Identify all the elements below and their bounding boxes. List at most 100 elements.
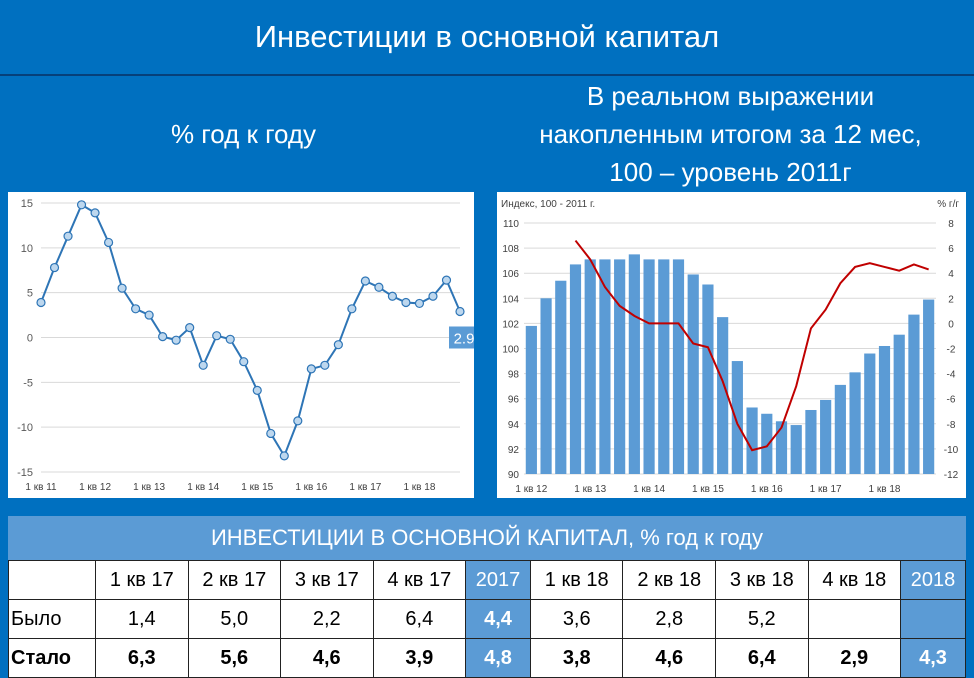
bar: [834, 384, 846, 474]
bar: [643, 259, 655, 474]
table-cell-year: 4,3: [900, 638, 966, 678]
data-point: [185, 323, 195, 333]
data-point: [212, 331, 222, 341]
y-tick-label: 5: [27, 288, 33, 300]
data-point: [144, 310, 154, 320]
growth-line: [574, 239, 929, 452]
bar: [569, 264, 582, 474]
bar: [849, 372, 861, 474]
right-tick-label: -10: [944, 445, 959, 456]
bar: [614, 259, 626, 474]
table-cell: 4,6: [280, 638, 374, 678]
x-tick-label: 1 кв 15: [692, 484, 724, 495]
data-point: [401, 297, 411, 308]
bar: [746, 407, 758, 474]
right-tick-label: -6: [947, 395, 956, 406]
x-tick-label: 1 кв 16: [751, 484, 783, 495]
bar: [893, 334, 905, 474]
data-point: [293, 416, 303, 426]
right-tick-label: 8: [948, 219, 954, 230]
bar: [820, 399, 832, 474]
left-tick-label: 108: [502, 244, 519, 255]
right-tick-label: -4: [947, 370, 956, 381]
table-cell: 2,2: [280, 599, 374, 639]
right-tick-label: -12: [944, 470, 959, 481]
y-tick-label: -15: [17, 467, 33, 479]
header-cell-year: 2017: [465, 560, 531, 600]
table-cell: 6,4: [372, 599, 467, 639]
data-point: [131, 304, 141, 314]
table-cell: 5,0: [187, 599, 282, 639]
bar: [805, 409, 817, 474]
x-tick-label: 1 кв 12: [515, 484, 547, 495]
header-cell: 4 кв 18: [807, 560, 902, 600]
bar: [923, 299, 935, 474]
bar: [717, 317, 729, 474]
investment-table: ИНВЕСТИЦИИ В ОСНОВНОЙ КАПИТАЛ, % год к г…: [8, 516, 966, 678]
y-tick-label: -5: [23, 377, 33, 389]
bar: [540, 298, 552, 474]
table-header-row: 1 кв 17 2 кв 17 3 кв 17 4 кв 17 2017 1 к…: [8, 560, 966, 600]
table-cell-year: [900, 599, 966, 639]
data-point: [320, 360, 330, 370]
left-line-chart: 15 10 5 0 -5 -10 -15 1 кв 11 1 кв 12 1 кв 13 1 кв …: [17, 198, 479, 493]
last-value-label: 2.9: [454, 330, 474, 347]
x-tick-label: 1 кв 18: [869, 484, 901, 495]
left-axis-title: Индекс, 100 - 2011 г.: [501, 199, 595, 210]
x-tick-label: 1 кв 17: [349, 482, 381, 493]
row-label: Стало: [8, 638, 96, 678]
data-point: [76, 200, 87, 210]
right-tick-label: -8: [947, 420, 956, 431]
left-tick-label: 92: [508, 445, 520, 456]
y-tick-label: 0: [27, 333, 33, 345]
data-point: [158, 332, 168, 342]
y-tick-label: 15: [21, 198, 33, 210]
data-point: [333, 340, 343, 350]
bar: [790, 425, 802, 474]
right-tick-label: 4: [948, 269, 954, 280]
table-title: ИНВЕСТИЦИИ В ОСНОВНОЙ КАПИТАЛ, % год к г…: [8, 516, 966, 560]
data-point: [374, 282, 384, 292]
header-cell: 2 кв 18: [622, 560, 716, 600]
data-point: [414, 298, 425, 309]
data-point: [171, 335, 181, 345]
data-point: [225, 334, 235, 344]
table-cell: 6,3: [95, 638, 189, 678]
data-point: [387, 291, 398, 301]
data-point: [103, 237, 114, 248]
table-cell: 1,4: [95, 599, 189, 639]
data-point: [49, 262, 60, 273]
right-tick-label: 6: [948, 244, 954, 255]
table-row-stalo: Стало 6,3 5,6 4,6 3,9 4,8 3,8 4,6 6,4 2,…: [8, 638, 966, 678]
right-subtitle-line-3: 100 – уровень 2011г: [609, 157, 852, 187]
x-tick-label: 1 кв 11: [25, 482, 57, 493]
table-cell: 5,6: [187, 638, 282, 678]
header-cell-empty: [8, 560, 96, 600]
data-point: [198, 360, 208, 370]
table-cell: 2,9: [807, 638, 902, 678]
right-tick-label: 0: [948, 319, 954, 330]
table-cell: 2,8: [622, 599, 716, 639]
x-tick-label: 1 кв 18: [403, 482, 435, 493]
header-cell: 1 кв 18: [529, 560, 624, 600]
data-table: 1 кв 17 2 кв 17 3 кв 17 4 кв 17 2017 1 к…: [8, 560, 966, 678]
table-cell: 3,8: [529, 638, 624, 678]
bar: [687, 274, 699, 474]
table-cell: 4,6: [622, 638, 716, 678]
bar: [584, 259, 596, 474]
x-tick-label: 1 кв 16: [295, 482, 327, 493]
table-cell: 3,6: [529, 599, 624, 639]
header-cell: 3 кв 18: [715, 560, 809, 600]
table-row-bylo: Было 1,4 5,0 2,2 6,4 4,4 3,6 2,8 5,2: [8, 599, 966, 639]
data-point: [347, 304, 357, 314]
bar: [761, 413, 773, 474]
data-point: [239, 357, 249, 367]
x-tick-label: 1 кв 15: [241, 482, 273, 493]
table-cell: 6,4: [715, 638, 809, 678]
y-tick-label: -10: [17, 422, 33, 434]
data-point: [428, 291, 438, 301]
data-point: [455, 306, 465, 317]
bar: [525, 325, 537, 474]
left-tick-label: 106: [502, 269, 519, 280]
data-point: [36, 297, 46, 308]
